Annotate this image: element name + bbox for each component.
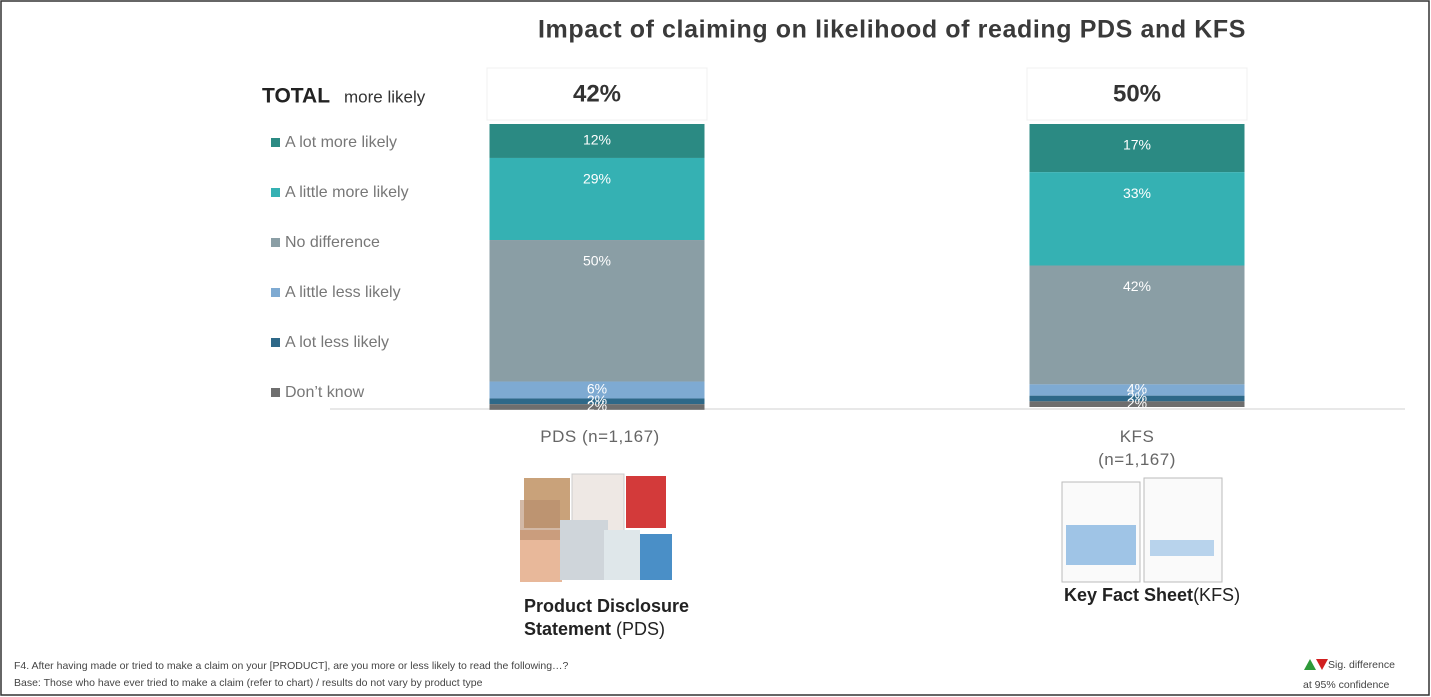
legend-swatch [271,338,280,347]
data-label: 2% [1127,389,1147,405]
bar-segment [489,240,705,382]
sig-label: at 95% confidence [1303,679,1390,691]
data-label: 29% [583,171,611,187]
data-label: 12% [583,132,611,148]
total-value: 42% [573,80,621,107]
total-label: TOTAL [262,85,330,108]
legend-swatch [271,388,280,397]
legend-label: A little more likely [285,184,409,201]
bar-segment [489,398,705,405]
bar-segment [489,381,705,399]
bar-segment [489,124,705,158]
legend-swatch [271,138,280,147]
data-label: 50% [583,253,611,269]
total-value: 50% [1113,80,1161,107]
chart-title: Impact of claiming on likelihood of read… [538,16,1246,44]
caption: Key Fact Sheet(KFS) [1064,584,1284,607]
data-label: 2% [587,398,607,414]
legend-label: A little less likely [285,284,401,301]
data-label: 4% [1127,381,1147,397]
data-label: 33% [1123,185,1151,201]
data-label: 42% [1123,278,1151,294]
caption-text: (PDS) [616,619,666,639]
legend-swatch [271,288,280,297]
category-label: KFS (n=1,167) [1098,427,1176,469]
legend-label: No difference [285,234,380,251]
footnote: F4. After having made or tried to make a… [14,660,569,672]
sig-down [1316,659,1328,670]
bar-segment [489,404,705,410]
legend-swatch [271,188,280,197]
total-label-text: more likely [344,87,426,106]
legend-label: Don’t know [285,384,365,401]
legend-label: A lot more likely [285,134,397,151]
caption-bold: Key Fact Sheet [1064,585,1194,605]
bar-segment [1029,265,1245,385]
bar-segment [1029,384,1245,396]
data-label: 2% [587,392,607,408]
category-label: PDS (n=1,167) [540,427,660,446]
legend-swatch [271,238,280,247]
sig-up [1304,659,1316,670]
legend-label: A lot less likely [285,334,389,351]
kfs-image [1061,477,1223,583]
bar-segment [489,157,705,241]
sig-label: Sig. difference [1328,659,1395,671]
bar-segment [1029,401,1245,407]
data-label: 6% [587,381,607,397]
bar-segment [1029,172,1245,266]
total-box [486,67,708,121]
data-label: 2% [1127,395,1147,411]
pds-image [520,473,672,582]
caption-bold: Product Disclosure Statement [524,596,690,639]
bar-segment [1029,395,1245,402]
caption-text: (KFS) [1193,585,1241,605]
bar-segment [1029,124,1245,173]
data-label: 17% [1123,137,1151,153]
footnote: Base: Those who have ever tried to make … [14,677,483,689]
total-box [1026,67,1248,121]
caption: Product Disclosure Statement (PDS) [524,595,724,641]
